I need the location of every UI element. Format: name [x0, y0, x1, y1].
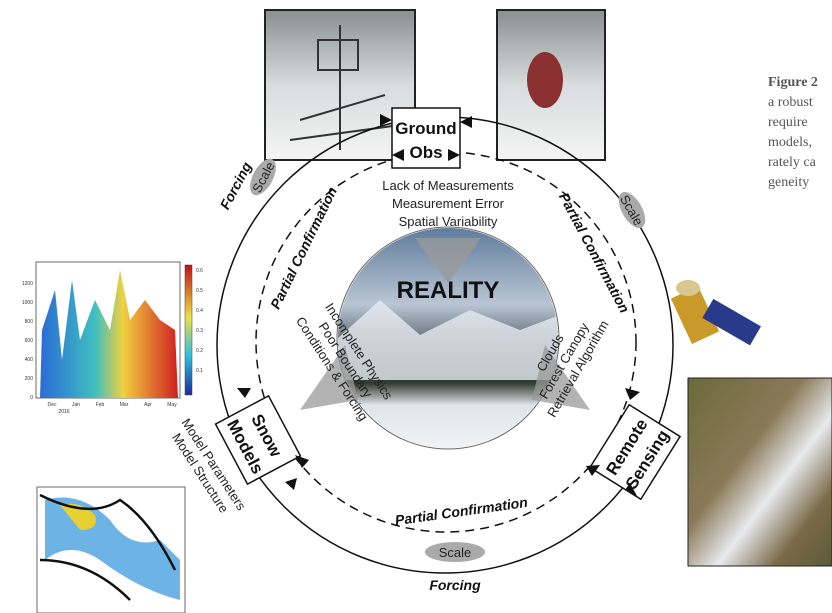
x-tick-label: Apr — [144, 402, 152, 408]
colorbar-label: 0.2 — [196, 348, 203, 354]
node-label: Ground — [395, 119, 456, 138]
station-sketch — [289, 25, 401, 150]
caption-line: geneity — [768, 175, 809, 190]
node-snow-models: Snow Models — [214, 394, 302, 486]
x-tick-label: Mar — [120, 402, 129, 408]
satellite — [670, 280, 761, 346]
caption-line: a robust — [768, 95, 813, 110]
inner-cycle — [255, 151, 637, 533]
colorbar-label: 0.3 — [196, 328, 203, 334]
colorbar-label: 0.6 — [196, 268, 203, 274]
scale-badge — [250, 158, 276, 196]
x-tick-label: Dec — [48, 402, 57, 408]
node-remote-sensing: Remote Sensing — [588, 403, 682, 501]
node-label: Obs — [409, 143, 442, 162]
link-partial: Partial Confirmation — [267, 184, 340, 311]
x-tick-label: May — [167, 402, 177, 408]
uncertainty: Measurement Error — [392, 196, 505, 211]
colorbar-label: 0.1 — [196, 368, 203, 374]
scale-badge — [618, 191, 646, 229]
uncertainty: Lack of Measurements — [382, 178, 514, 193]
caption-line: require — [768, 115, 808, 130]
x-axis-year: 2016 — [58, 409, 69, 415]
caption-line: rately ca — [768, 155, 817, 170]
inset-map — [36, 486, 186, 613]
caption: Figure 2 a robust require models, rately… — [768, 75, 818, 190]
y-tick-label: 1200 — [22, 281, 33, 287]
uncertainty: Spatial Variability — [399, 214, 498, 229]
y-tick-label: 400 — [25, 357, 34, 363]
y-tick-label: 1000 — [22, 300, 33, 306]
inset-chart: 1200 1000 800 600 400 200 0 Dec Jan Feb … — [22, 261, 203, 415]
caption-line: models, — [768, 135, 812, 150]
person — [527, 52, 563, 108]
scale-badge — [425, 542, 485, 562]
caption-line: Figure 2 — [768, 75, 818, 90]
arrowheads — [237, 114, 640, 496]
link-forcing: Forcing — [429, 577, 481, 593]
link-partial: Partial Confirmation — [394, 494, 529, 528]
wedge — [415, 238, 481, 283]
link-scale: Scale — [439, 545, 472, 560]
satellite-image — [687, 377, 832, 567]
colorbar-label: 0.5 — [196, 288, 203, 294]
y-tick-label: 600 — [25, 338, 34, 344]
wedge — [300, 345, 358, 410]
link-forcing: Forcing — [216, 159, 254, 212]
colorbar-label: 0.4 — [196, 308, 203, 314]
x-tick-label: Feb — [96, 402, 105, 408]
wedge — [532, 345, 590, 410]
x-tick-label: Jan — [72, 402, 80, 408]
y-tick-label: 200 — [25, 376, 34, 382]
y-tick-label: 0 — [30, 395, 33, 401]
y-tick-label: 800 — [25, 319, 34, 325]
